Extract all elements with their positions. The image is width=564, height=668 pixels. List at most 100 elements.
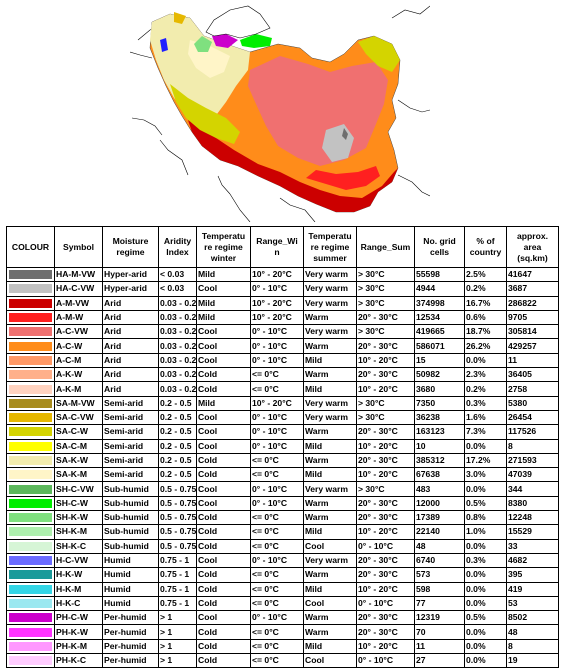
- percent-cell: 0.0%: [464, 595, 507, 612]
- area-cell: 48: [506, 624, 559, 640]
- colour-swatch-cell: [6, 510, 55, 526]
- summer-cell: Warm: [303, 495, 357, 512]
- symbol-cell: HA-C-VW: [54, 281, 103, 297]
- percent-cell: 0.3%: [464, 395, 507, 411]
- colour-swatch: [9, 570, 52, 580]
- summer-cell: Warm: [303, 624, 357, 640]
- colour-swatch: [9, 641, 52, 651]
- colour-swatch-cell: [6, 438, 55, 454]
- percent-cell: 0.0%: [464, 567, 507, 583]
- header-approx-area: approx. area (sq.km): [506, 226, 559, 268]
- legend-row: A-K-W Arid 0.03 - 0.2 Cold <= 0°C Warm 20° - 3…: [6, 367, 559, 383]
- percent-cell: 17.2%: [464, 452, 507, 469]
- moisture-cell: Per-humid: [102, 653, 159, 668]
- region-sh-c-w: [240, 34, 272, 48]
- winter-cell: Mild: [196, 395, 251, 411]
- legend-row: SA-K-M Semi-arid 0.2 - 0.5 Cold <= 0°C Mild 10…: [6, 467, 559, 483]
- colour-swatch: [9, 298, 52, 308]
- winter-cell: Cool: [196, 552, 251, 569]
- winter-cell: Cold: [196, 381, 251, 397]
- grid-cells-cell: 48: [414, 538, 465, 554]
- aridity-cell: < 0.03: [158, 266, 197, 283]
- colour-swatch: [9, 656, 52, 666]
- area-cell: 8380: [506, 495, 559, 512]
- range-sum-cell: 20° - 30°C: [356, 309, 415, 326]
- symbol-cell: HA-M-VW: [54, 266, 103, 283]
- grid-cells-cell: 12319: [414, 610, 465, 626]
- range-win-cell: <= 0°C: [250, 567, 304, 583]
- area-cell: 419: [506, 581, 559, 597]
- grid-cells-cell: 12000: [414, 495, 465, 512]
- range-sum-cell: 10° - 20°C: [356, 524, 415, 540]
- border-line-uae: [279, 197, 316, 222]
- aridity-cell: 0.03 - 0.2: [158, 381, 197, 397]
- aridity-cell: 0.03 - 0.2: [158, 338, 197, 354]
- iran-regions: [149, 12, 401, 213]
- range-sum-cell: 10° - 20°C: [356, 438, 415, 454]
- winter-cell: Cool: [196, 409, 251, 426]
- percent-cell: 2.5%: [464, 266, 507, 283]
- range-win-cell: 0° - 10°C: [250, 281, 304, 297]
- legend-row: A-C-VW Arid 0.03 - 0.2 Cool 0° - 10°C Very wa…: [6, 324, 559, 340]
- area-cell: 47039: [506, 467, 559, 483]
- range-sum-cell: 0° - 10°C: [356, 595, 415, 612]
- grid-cells-cell: 22140: [414, 524, 465, 540]
- grid-cells-cell: 374998: [414, 295, 465, 311]
- area-cell: 395: [506, 567, 559, 583]
- area-cell: 11: [506, 352, 559, 369]
- aridity-cell: 0.2 - 0.5: [158, 409, 197, 426]
- moisture-cell: Arid: [102, 338, 159, 354]
- aridity-cell: 0.03 - 0.2: [158, 352, 197, 369]
- grid-cells-cell: 36238: [414, 409, 465, 426]
- symbol-cell: A-M-W: [54, 309, 103, 326]
- winter-cell: Cool: [196, 338, 251, 354]
- summer-cell: Cool: [303, 653, 357, 668]
- summer-cell: Warm: [303, 567, 357, 583]
- range-win-cell: 10° - 20°C: [250, 295, 304, 311]
- grid-cells-cell: 385312: [414, 452, 465, 469]
- aridity-cell: > 1: [158, 624, 197, 640]
- grid-cells-cell: 4944: [414, 281, 465, 297]
- winter-cell: Mild: [196, 295, 251, 311]
- colour-swatch: [9, 384, 52, 394]
- symbol-cell: SA-M-VW: [54, 395, 103, 411]
- summer-cell: Cool: [303, 538, 357, 554]
- moisture-cell: Semi-arid: [102, 467, 159, 483]
- border-line-west: [130, 51, 153, 59]
- range-win-cell: <= 0°C: [250, 595, 304, 612]
- header-grid-cells: No. grid cells: [414, 226, 465, 268]
- colour-swatch: [9, 427, 52, 437]
- symbol-cell: SA-C-VW: [54, 409, 103, 426]
- range-sum-cell: 20° - 30°C: [356, 367, 415, 383]
- moisture-cell: Humid: [102, 567, 159, 583]
- percent-cell: 16.7%: [464, 295, 507, 311]
- percent-cell: 0.6%: [464, 309, 507, 326]
- range-win-cell: <= 0°C: [250, 638, 304, 655]
- moisture-cell: Hyper-arid: [102, 266, 159, 283]
- grid-cells-cell: 598: [414, 581, 465, 597]
- range-win-cell: 0° - 10°C: [250, 552, 304, 569]
- legend-row: PH-K-C Per-humid > 1 Cold <= 0°C Cool 0° - 10°…: [6, 653, 559, 668]
- moisture-cell: Arid: [102, 381, 159, 397]
- symbol-cell: PH-C-W: [54, 610, 103, 626]
- moisture-cell: Humid: [102, 581, 159, 597]
- moisture-cell: Per-humid: [102, 624, 159, 640]
- symbol-cell: SA-K-M: [54, 467, 103, 483]
- range-win-cell: <= 0°C: [250, 653, 304, 668]
- range-win-cell: 0° - 10°C: [250, 481, 304, 497]
- range-sum-cell: 20° - 30°C: [356, 452, 415, 469]
- winter-cell: Cool: [196, 495, 251, 512]
- colour-swatch-cell: [6, 610, 55, 626]
- range-win-cell: 0° - 10°C: [250, 338, 304, 354]
- aridity-cell: 0.5 - 0.75: [158, 510, 197, 526]
- area-cell: 9705: [506, 309, 559, 326]
- colour-swatch-cell: [6, 481, 55, 497]
- range-win-cell: <= 0°C: [250, 467, 304, 483]
- symbol-cell: SA-K-W: [54, 452, 103, 469]
- moisture-cell: Arid: [102, 367, 159, 383]
- header-moisture-regime: Moisture regime: [102, 226, 159, 268]
- symbol-cell: PH-K-C: [54, 653, 103, 668]
- winter-cell: Cool: [196, 424, 251, 440]
- grid-cells-cell: 163123: [414, 424, 465, 440]
- percent-cell: 0.2%: [464, 381, 507, 397]
